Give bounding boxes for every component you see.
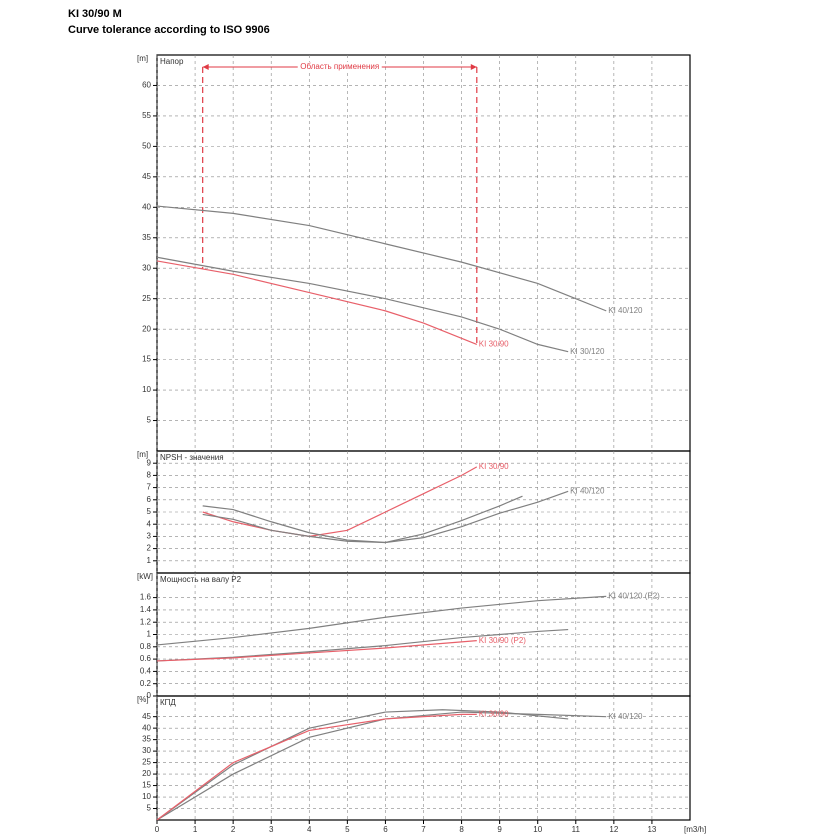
panel-label: КПД — [160, 698, 176, 707]
y-tick-label: 15 — [142, 781, 151, 790]
series-label: KI 40/120 — [570, 486, 605, 495]
y-tick-label: 50 — [142, 141, 151, 150]
series-label: KI 40/120 — [608, 306, 643, 315]
y-tick-label: 1.2 — [140, 617, 152, 626]
x-tick-label: 5 — [345, 825, 350, 834]
panel-label: NPSH - значения — [160, 453, 224, 462]
x-tick-label: 9 — [497, 825, 502, 834]
curve — [156, 628, 569, 662]
x-tick-label: 12 — [609, 825, 618, 834]
y-tick-label: 2 — [147, 544, 152, 553]
curve — [202, 466, 478, 538]
y-tick-label: 45 — [142, 712, 151, 721]
series-label: KI 30/90 (P2) — [479, 636, 526, 645]
y-tick-label: 10 — [142, 385, 151, 394]
y-tick-label: 0 — [147, 691, 152, 700]
curve — [156, 256, 569, 353]
series-label: KI 40/120 — [608, 712, 643, 721]
y-tick-label: 1 — [147, 630, 152, 639]
curve — [156, 640, 477, 662]
y-tick-label: 15 — [142, 355, 151, 364]
curve — [202, 495, 523, 544]
y-tick-label: 30 — [142, 263, 151, 272]
curve — [156, 260, 478, 345]
y-tick-label: 30 — [142, 746, 151, 755]
y-tick-label: 35 — [142, 233, 151, 242]
x-tick-label: 3 — [269, 825, 274, 834]
y-tick-label: 3 — [147, 532, 152, 541]
x-tick-label: 2 — [231, 825, 236, 834]
curve — [156, 709, 569, 821]
y-tick-label: 1 — [147, 556, 152, 565]
curve — [156, 713, 477, 821]
y-tick-label: 6 — [147, 495, 152, 504]
y-unit: [m] — [137, 54, 148, 63]
y-tick-label: 20 — [142, 769, 151, 778]
y-tick-label: 40 — [142, 723, 151, 732]
y-unit: [m] — [137, 450, 148, 459]
y-tick-label: 0.2 — [140, 679, 152, 688]
y-tick-label: 5 — [147, 416, 152, 425]
y-tick-label: 0.8 — [140, 642, 152, 651]
chart-subtitle: Curve tolerance according to ISO 9906 — [68, 24, 270, 36]
y-tick-label: 0.6 — [140, 654, 152, 663]
y-tick-label: 60 — [142, 81, 151, 90]
x-axis-label: [m3/h] — [684, 825, 706, 834]
y-tick-label: 8 — [147, 471, 152, 480]
x-tick-label: 4 — [307, 825, 312, 834]
y-tick-label: 20 — [142, 324, 151, 333]
y-tick-label: 0.4 — [140, 667, 152, 676]
y-unit: [%] — [137, 695, 149, 704]
y-tick-label: 9 — [147, 458, 152, 467]
y-tick-label: 55 — [142, 111, 151, 120]
x-tick-label: 7 — [421, 825, 426, 834]
y-tick-label: 5 — [147, 507, 152, 516]
y-tick-label: 5 — [147, 804, 152, 813]
x-tick-label: 1 — [193, 825, 198, 834]
x-tick-label: 10 — [533, 825, 542, 834]
series-label: KI 40/120 (P2) — [608, 591, 660, 600]
panel-label: Напор — [160, 57, 184, 66]
curve — [156, 205, 607, 312]
curve — [202, 490, 569, 544]
series-label: KI 30/120 — [570, 347, 605, 356]
y-tick-label: 45 — [142, 172, 151, 181]
y-tick-label: 1.6 — [140, 593, 152, 602]
range-label: Область применения — [300, 62, 379, 71]
range-label-bg — [297, 62, 382, 72]
y-tick-label: 25 — [142, 758, 151, 767]
series-label: KI 30/90 — [479, 339, 509, 348]
y-tick-label: 1.4 — [140, 605, 152, 614]
y-tick-label: 7 — [147, 483, 152, 492]
chart-title: KI 30/90 M — [68, 8, 122, 20]
panel-label: Мощность на валу P2 — [160, 575, 242, 584]
y-unit: [kW] — [137, 572, 153, 581]
y-tick-label: 25 — [142, 294, 151, 303]
y-tick-label: 35 — [142, 735, 151, 744]
x-tick-label: 6 — [383, 825, 388, 834]
x-tick-label: 8 — [459, 825, 464, 834]
y-tick-label: 40 — [142, 202, 151, 211]
x-tick-label: 13 — [647, 825, 656, 834]
series-label: KI 30/90 — [479, 462, 509, 471]
y-tick-label: 4 — [147, 519, 152, 528]
y-tick-label: 10 — [142, 792, 151, 801]
curve — [156, 595, 607, 646]
x-tick-label: 0 — [155, 825, 160, 834]
x-tick-label: 11 — [572, 825, 581, 834]
series-label: KI 30/90 — [479, 709, 509, 718]
